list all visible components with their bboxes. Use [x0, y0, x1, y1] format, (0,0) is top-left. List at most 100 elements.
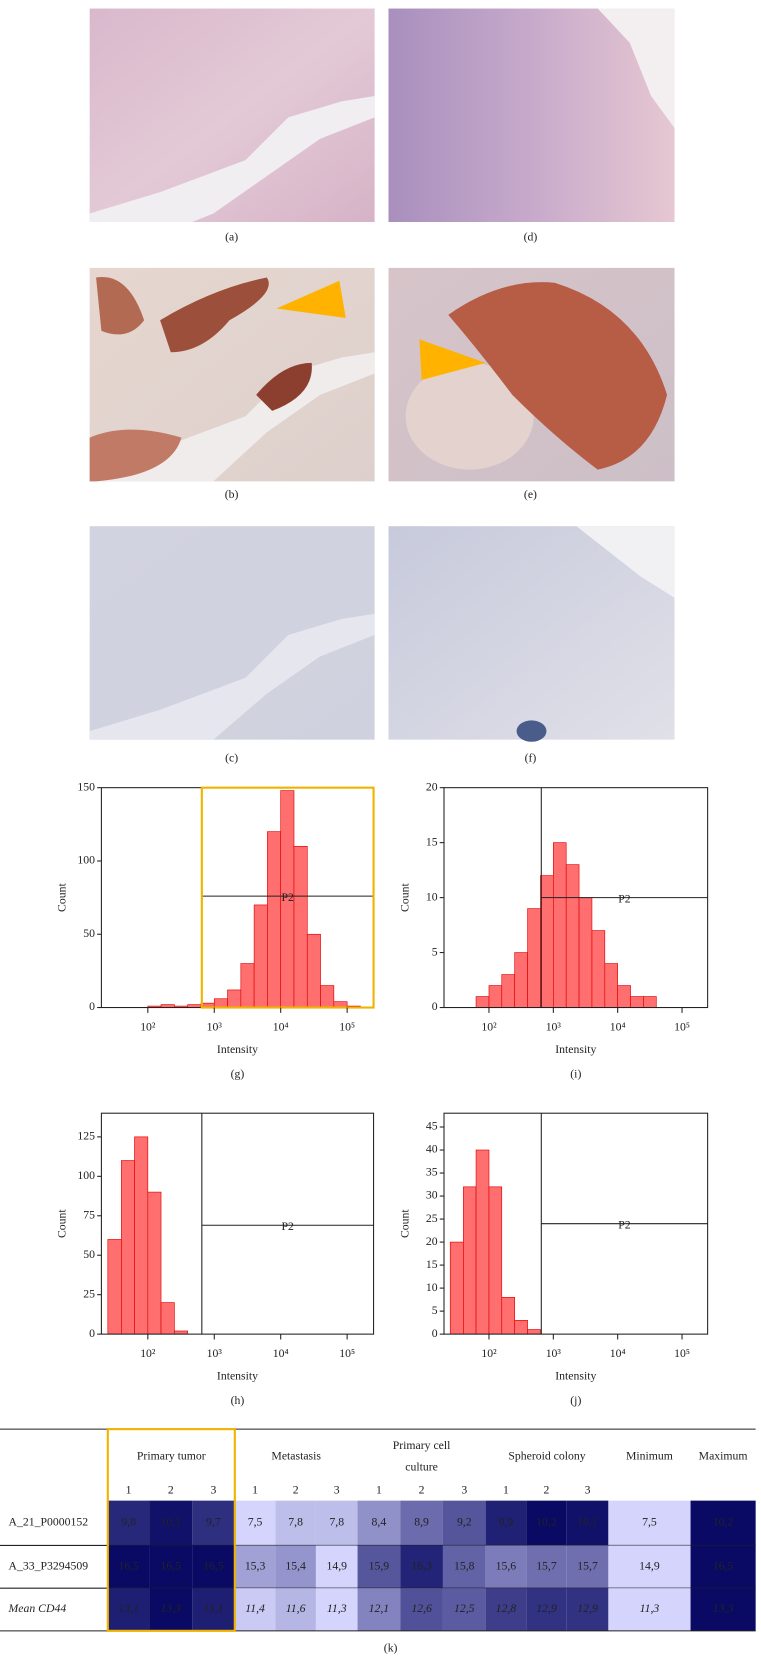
- x-tick-label: 10⁵: [339, 1347, 355, 1360]
- x-axis-label: Intensity: [555, 1370, 596, 1383]
- panel-label: (j): [570, 1394, 581, 1407]
- gate-label: P2: [281, 1220, 294, 1233]
- histogram-bar: [514, 952, 528, 1008]
- heatmap-cell: [400, 1588, 443, 1631]
- cell-value: 16,5: [203, 1559, 224, 1572]
- heatmap-cell: [526, 1545, 567, 1589]
- subcolumn-header: 1: [503, 1484, 509, 1497]
- histogram-bar: [134, 1136, 149, 1335]
- heatmap-cell: [608, 1545, 691, 1589]
- heatmap-cell: [442, 1500, 486, 1546]
- heatmap-cell: [107, 1545, 150, 1589]
- x-tick-label: 10²: [481, 1021, 497, 1034]
- heatmap-cell: [526, 1500, 567, 1546]
- cell-value: 15,6: [496, 1559, 517, 1572]
- row-header: Mean CD44: [8, 1602, 67, 1615]
- cell-value: 12,1: [369, 1602, 390, 1615]
- histogram-bar: [293, 845, 308, 1008]
- cell-value: 7,5: [248, 1516, 263, 1529]
- gate-highlight: [200, 786, 375, 1009]
- y-tick-label: 50: [83, 927, 95, 940]
- cell-value: 9,9: [499, 1516, 514, 1529]
- column-group-header: Maximum: [699, 1450, 748, 1463]
- histogram-bar: [147, 1191, 162, 1335]
- gate-label: P2: [618, 1218, 631, 1231]
- histogram-bar: [121, 1160, 135, 1335]
- x-tick-label: 10⁴: [273, 1021, 289, 1034]
- histogram-bar: [604, 963, 618, 1008]
- y-tick-label: 5: [432, 945, 438, 958]
- panel-label: (g): [231, 1067, 245, 1080]
- x-axis-label: Intensity: [555, 1043, 596, 1056]
- heatmap-cell: [107, 1588, 150, 1631]
- histogram-bar: [267, 831, 282, 1008]
- histogram-bar: [475, 996, 490, 1008]
- cell-value: 10,1: [161, 1516, 182, 1529]
- heatmap-cell: [566, 1545, 609, 1589]
- y-tick-label: 0: [432, 1000, 438, 1013]
- heatmap-cell: [234, 1545, 276, 1589]
- heatmap-cell: [149, 1500, 193, 1546]
- heatmap-cell: [357, 1500, 401, 1546]
- y-tick-label: 10: [426, 890, 438, 903]
- cell-value: 13,3: [161, 1602, 182, 1615]
- y-tick-label: 30: [426, 1189, 438, 1202]
- y-tick-label: 20: [426, 1235, 438, 1248]
- panel-label: (k): [384, 1642, 398, 1655]
- heatmap-cell: [315, 1545, 358, 1589]
- subcolumn-header: 2: [544, 1484, 550, 1497]
- plot-frame: [100, 1112, 375, 1335]
- x-axis-label: Intensity: [217, 1370, 258, 1383]
- subcolumn-header: 3: [211, 1484, 217, 1497]
- y-axis-label: Count: [56, 883, 69, 912]
- cell-value: 15,9: [369, 1559, 390, 1572]
- heatmap-cell: [315, 1588, 358, 1631]
- y-tick-label: 40: [426, 1143, 438, 1156]
- subcolumn-header: 3: [461, 1484, 467, 1497]
- histogram-bar: [565, 864, 580, 1008]
- cell-value: 9,7: [206, 1516, 221, 1529]
- cell-value: 11,6: [286, 1602, 306, 1615]
- row-header: A_21_P0000152: [9, 1516, 89, 1529]
- heatmap-cell: [442, 1588, 486, 1631]
- heatmap-cell: [442, 1545, 486, 1589]
- heatmap-cell: [485, 1588, 527, 1631]
- subcolumn-header: 3: [334, 1484, 340, 1497]
- cell-value: 12,9: [536, 1602, 557, 1615]
- histogram-bar: [475, 1149, 490, 1335]
- heatmap-cell: [192, 1588, 235, 1631]
- histogram-bar: [449, 1241, 464, 1335]
- histogram-bar: [514, 1320, 528, 1335]
- cell-value: 16,5: [118, 1559, 139, 1572]
- cell-value: 16,5: [713, 1559, 734, 1572]
- micrograph-e: [388, 267, 675, 482]
- histogram-bar: [578, 897, 593, 1008]
- y-tick-label: 100: [77, 854, 95, 867]
- cell-value: 7,8: [329, 1516, 344, 1529]
- cell-value: 16,5: [161, 1559, 182, 1572]
- cell-value: 11,3: [327, 1602, 347, 1615]
- x-tick-label: 10³: [207, 1021, 223, 1034]
- heatmap-cell: [149, 1588, 193, 1631]
- cell-value: 11,4: [245, 1602, 265, 1615]
- row-header: A_33_P3294509: [9, 1559, 89, 1572]
- panel-label: (f): [525, 752, 537, 765]
- column-group-header: Spheroid colony: [508, 1450, 585, 1463]
- histogram-bar: [306, 933, 321, 1008]
- y-tick-label: 100: [77, 1169, 95, 1182]
- micrograph-f: [388, 526, 675, 742]
- micrograph-a: [89, 8, 375, 222]
- histogram-bar: [527, 908, 541, 1008]
- heatmap-cell: [149, 1545, 193, 1589]
- micrograph-d: [388, 8, 675, 222]
- heatmap-cell: [608, 1500, 691, 1546]
- x-tick-label: 10⁵: [674, 1347, 690, 1360]
- heatmap-cell: [690, 1588, 756, 1631]
- heatmap-cell: [234, 1588, 276, 1631]
- histogram-bar: [540, 875, 554, 1008]
- column-group-header: Metastasis: [271, 1450, 321, 1463]
- panel-label: (i): [570, 1067, 581, 1080]
- cell-value: 8,9: [414, 1516, 429, 1529]
- heatmap-cell: [275, 1588, 316, 1631]
- heatmap-cell: [192, 1500, 235, 1546]
